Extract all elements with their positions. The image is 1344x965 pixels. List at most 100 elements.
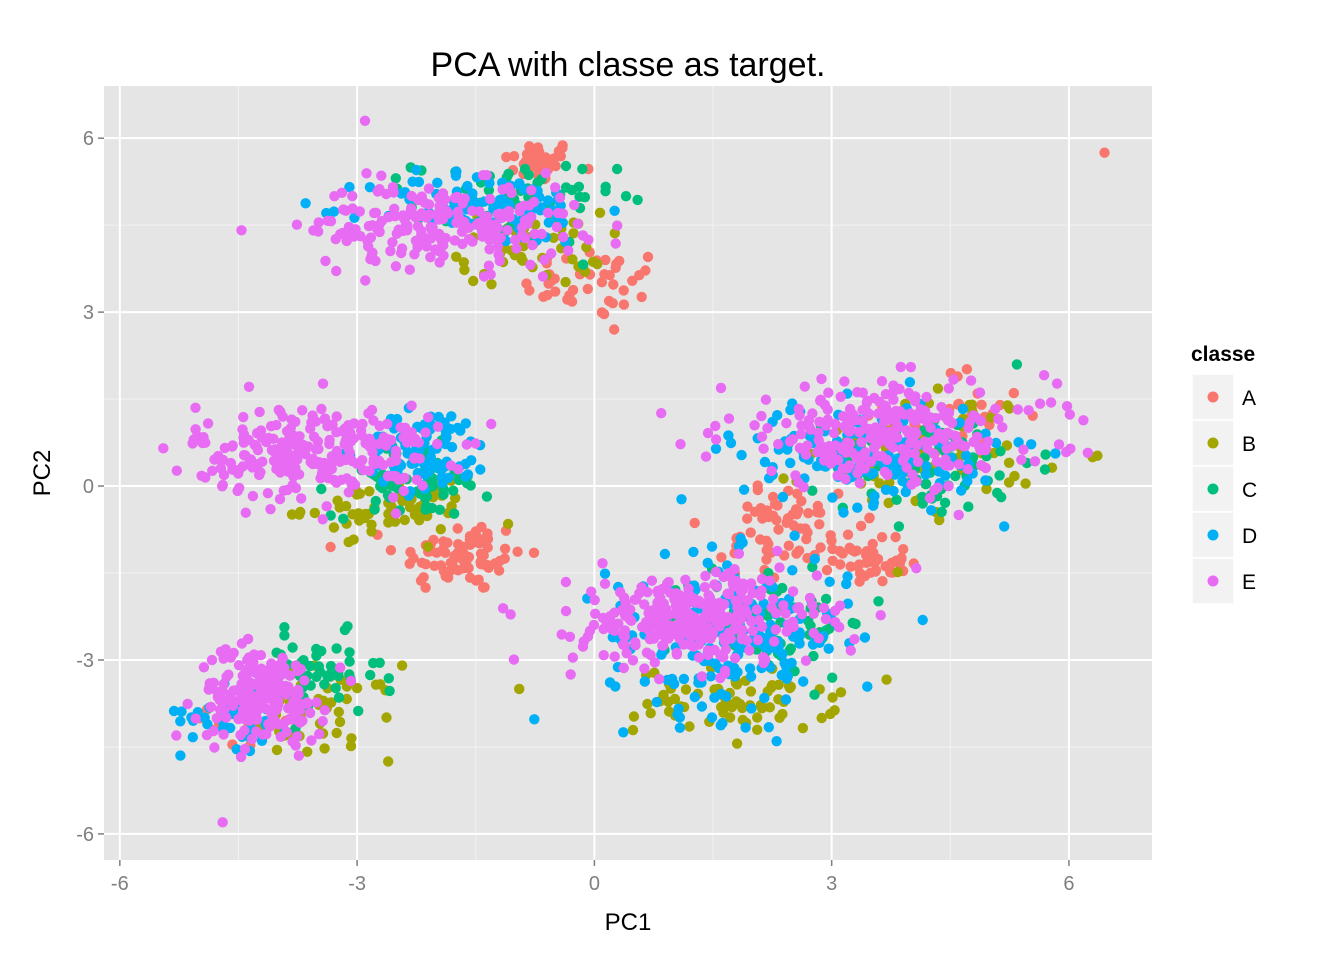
point-c bbox=[331, 643, 342, 654]
point-a bbox=[499, 553, 510, 564]
point-e bbox=[931, 456, 943, 467]
point-e bbox=[936, 402, 947, 413]
point-e bbox=[336, 474, 347, 485]
point-a bbox=[607, 298, 618, 309]
point-e bbox=[974, 387, 986, 398]
point-e bbox=[903, 428, 914, 439]
point-e bbox=[365, 254, 376, 265]
point-d bbox=[859, 632, 871, 643]
x-axis-title: PC1 bbox=[605, 909, 652, 936]
point-e bbox=[621, 647, 632, 659]
point-e bbox=[308, 225, 319, 236]
point-d bbox=[460, 418, 471, 429]
point-e bbox=[290, 660, 301, 671]
point-e bbox=[550, 182, 561, 193]
point-e bbox=[343, 487, 354, 498]
point-e bbox=[171, 465, 182, 476]
point-d bbox=[823, 643, 834, 654]
point-e bbox=[294, 431, 305, 442]
point-e bbox=[639, 663, 650, 674]
point-e bbox=[795, 429, 807, 440]
point-d bbox=[990, 437, 1002, 449]
point-e bbox=[643, 625, 655, 636]
point-d bbox=[432, 177, 443, 188]
point-d bbox=[717, 717, 728, 729]
point-e bbox=[710, 566, 722, 578]
point-e bbox=[518, 200, 530, 211]
point-e bbox=[975, 445, 986, 456]
point-e bbox=[238, 449, 250, 461]
point-b bbox=[778, 473, 789, 484]
point-c bbox=[939, 497, 951, 508]
point-c bbox=[620, 190, 632, 202]
point-e bbox=[808, 608, 819, 619]
point-a bbox=[418, 572, 429, 583]
point-e bbox=[572, 218, 583, 229]
point-c bbox=[560, 160, 572, 172]
point-d bbox=[618, 727, 629, 738]
point-e bbox=[225, 652, 236, 663]
point-a bbox=[835, 559, 846, 570]
point-e bbox=[235, 751, 247, 763]
point-e bbox=[800, 655, 812, 666]
point-a bbox=[860, 549, 872, 561]
point-e bbox=[586, 586, 597, 597]
point-e bbox=[325, 216, 337, 227]
point-e bbox=[700, 570, 711, 582]
point-a bbox=[793, 545, 805, 556]
point-a bbox=[325, 541, 336, 553]
point-c bbox=[578, 259, 589, 270]
point-b bbox=[502, 518, 514, 530]
point-e bbox=[258, 702, 269, 713]
point-e bbox=[888, 394, 899, 405]
point-e bbox=[924, 492, 936, 504]
point-e bbox=[609, 607, 620, 618]
point-d bbox=[706, 541, 718, 552]
point-a bbox=[524, 141, 535, 152]
point-a bbox=[890, 531, 901, 543]
point-e bbox=[380, 436, 391, 447]
point-c bbox=[600, 181, 611, 192]
point-a bbox=[876, 532, 888, 543]
point-e bbox=[275, 731, 286, 742]
point-e bbox=[813, 633, 824, 644]
point-e bbox=[715, 672, 726, 684]
point-e bbox=[812, 446, 823, 458]
point-e bbox=[946, 417, 958, 429]
point-e bbox=[508, 654, 520, 665]
point-e bbox=[577, 230, 589, 241]
legend-key-b bbox=[1191, 419, 1235, 467]
point-c bbox=[920, 478, 931, 490]
point-e bbox=[648, 633, 660, 644]
point-e bbox=[293, 469, 305, 480]
point-e bbox=[272, 703, 283, 714]
point-a bbox=[812, 500, 823, 512]
point-e bbox=[843, 418, 854, 429]
data-points bbox=[158, 115, 1110, 828]
point-e bbox=[953, 509, 964, 521]
point-a bbox=[549, 273, 560, 284]
point-e bbox=[857, 404, 868, 416]
point-e bbox=[411, 474, 422, 485]
point-a bbox=[610, 262, 621, 273]
legend-label-a: A bbox=[1242, 387, 1256, 410]
point-e bbox=[390, 445, 402, 457]
point-c bbox=[803, 615, 814, 627]
point-a bbox=[479, 582, 490, 593]
point-b bbox=[286, 509, 298, 520]
legend-label-e: E bbox=[1242, 571, 1256, 594]
point-e bbox=[367, 438, 378, 449]
point-e bbox=[420, 427, 431, 438]
point-d bbox=[779, 657, 790, 669]
point-e bbox=[506, 187, 517, 199]
point-b bbox=[333, 706, 344, 718]
point-e bbox=[873, 408, 884, 419]
point-e bbox=[844, 426, 855, 437]
point-e bbox=[221, 712, 232, 723]
point-e bbox=[206, 654, 218, 666]
point-e bbox=[766, 602, 777, 613]
point-d bbox=[676, 494, 687, 505]
point-e bbox=[327, 419, 338, 430]
point-c bbox=[383, 673, 394, 684]
point-b bbox=[642, 698, 653, 710]
